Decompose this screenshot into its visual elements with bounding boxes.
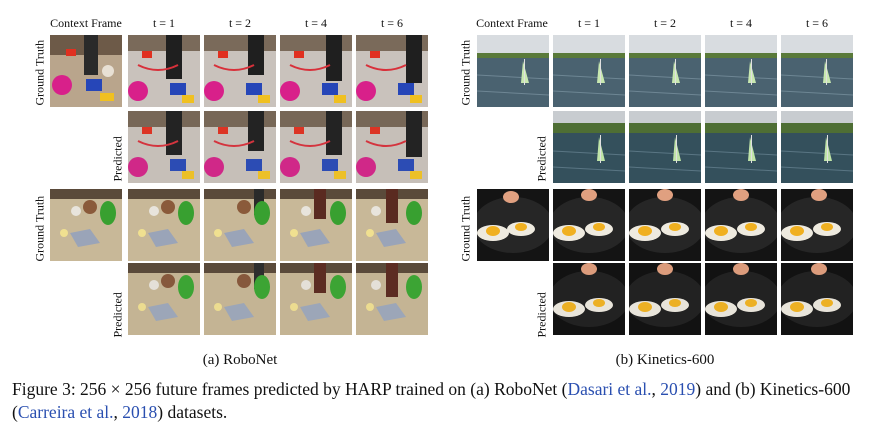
- robonet-frame-pred1-t6: [356, 111, 428, 183]
- robonet-subcaption: (a) RoboNet: [202, 352, 278, 368]
- kinetics-frame-gt1-t1: [553, 35, 625, 107]
- robonet-frame-pred2-t4: [280, 263, 352, 335]
- robonet-frame-pred2-t2: [204, 263, 276, 335]
- kinetics-frame-pred1-t1: [553, 111, 625, 183]
- robonet-frame-gt2-t2: [204, 189, 276, 261]
- kinetics-row-label-pred1: Predicted: [534, 136, 549, 182]
- robonet-frame-gt2-t6: [356, 189, 428, 261]
- kinetics-frame-gt2-context: [477, 189, 549, 261]
- kinetics-header-t4: t = 4: [729, 16, 753, 30]
- kinetics-frame-pred2-t1: [553, 263, 625, 335]
- robonet-frame-pred2-t6: [356, 263, 428, 335]
- robonet-frame-pred2-t1: [128, 263, 200, 335]
- robonet-row-label-gt2: Ground Truth: [32, 195, 47, 262]
- robonet-frame-gt1-context: [50, 35, 122, 107]
- robonet-header-t1: t = 1: [152, 16, 176, 30]
- caption-prefix: Figure 3: 256 × 256 future frames predic…: [12, 379, 568, 399]
- robonet-row-label-pred1: Predicted: [110, 136, 125, 182]
- kinetics-frame-gt1-t6: [781, 35, 853, 107]
- robonet-frame-gt2-t4: [280, 189, 352, 261]
- caption-suffix: ) datasets.: [157, 402, 228, 422]
- kinetics-frame-gt1-t2: [629, 35, 701, 107]
- robonet-frame-pred1-t1: [128, 111, 200, 183]
- kinetics-frame-gt2-t6: [781, 189, 853, 261]
- kinetics-frame-gt1-t4: [705, 35, 777, 107]
- kinetics-row-label-gt1: Ground Truth: [458, 39, 473, 106]
- robonet-frame-gt1-t6: [356, 35, 428, 107]
- robonet-header-context: Context Frame: [50, 16, 122, 30]
- robonet-row-label-gt1: Ground Truth: [32, 39, 47, 106]
- kinetics-frame-gt2-t2: [629, 189, 701, 261]
- caption-sep2: ,: [113, 402, 123, 422]
- kinetics-header-context: Context Frame: [476, 16, 548, 30]
- robonet-frame-gt1-t1: [128, 35, 200, 107]
- kinetics-frame-gt2-t1: [553, 189, 625, 261]
- kinetics-frame-pred2-t6: [781, 263, 853, 335]
- robonet-frame-pred1-t4: [280, 111, 352, 183]
- citation-carreira-author[interactable]: Carreira et al.: [17, 402, 114, 422]
- robonet-header-t4: t = 4: [304, 16, 328, 30]
- kinetics-row-label-gt2: Ground Truth: [458, 195, 473, 262]
- robonet-frame-gt2-t1: [128, 189, 200, 261]
- citation-dasari-year[interactable]: 2019: [660, 379, 696, 399]
- robonet-header-t6: t = 6: [380, 16, 404, 30]
- kinetics-frame-pred1-t6: [781, 111, 853, 183]
- kinetics-frame-gt2-t4: [705, 189, 777, 261]
- robonet-frame-gt1-t4: [280, 35, 352, 107]
- robonet-frame-gt2-context: [50, 189, 122, 261]
- kinetics-header-t1: t = 1: [577, 16, 601, 30]
- kinetics-header-t2: t = 2: [653, 16, 677, 30]
- figure-caption: Figure 3: 256 × 256 future frames predic…: [12, 378, 874, 424]
- kinetics-frame-pred1-t4: [705, 111, 777, 183]
- caption-sep1: ,: [651, 379, 661, 399]
- kinetics-header-t6: t = 6: [805, 16, 829, 30]
- kinetics-frame-gt1-context: [477, 35, 549, 107]
- kinetics-frame-pred2-t2: [629, 263, 701, 335]
- citation-dasari-author[interactable]: Dasari et al.: [567, 379, 652, 399]
- robonet-frame-pred1-t2: [204, 111, 276, 183]
- kinetics-frame-pred1-t2: [629, 111, 701, 183]
- robonet-frame-gt1-t2: [204, 35, 276, 107]
- robonet-row-label-pred2: Predicted: [110, 292, 125, 338]
- kinetics-subcaption: (b) Kinetics-600: [615, 352, 715, 368]
- kinetics-frame-pred2-t4: [705, 263, 777, 335]
- kinetics-row-label-pred2: Predicted: [534, 292, 549, 338]
- caption-mid: ) and (b) Kinetics-600 (: [12, 379, 851, 422]
- citation-carreira-year[interactable]: 2018: [122, 402, 158, 422]
- robonet-header-t2: t = 2: [228, 16, 252, 30]
